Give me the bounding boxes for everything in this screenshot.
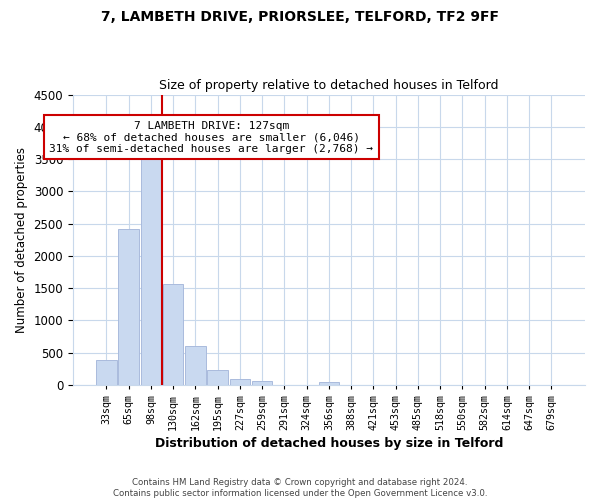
Title: Size of property relative to detached houses in Telford: Size of property relative to detached ho… [159,79,499,92]
Bar [208,370,228,385]
Bar [230,378,250,385]
Bar [185,346,206,385]
Bar [96,360,116,385]
Text: 7 LAMBETH DRIVE: 127sqm
← 68% of detached houses are smaller (6,046)
31% of semi: 7 LAMBETH DRIVE: 127sqm ← 68% of detache… [49,120,373,154]
Bar [140,152,161,385]
Text: 7, LAMBETH DRIVE, PRIORSLEE, TELFORD, TF2 9FF: 7, LAMBETH DRIVE, PRIORSLEE, TELFORD, TF… [101,10,499,24]
Text: Contains HM Land Registry data © Crown copyright and database right 2024.
Contai: Contains HM Land Registry data © Crown c… [113,478,487,498]
Y-axis label: Number of detached properties: Number of detached properties [15,147,28,333]
Bar [319,382,339,385]
X-axis label: Distribution of detached houses by size in Telford: Distribution of detached houses by size … [155,437,503,450]
Bar [118,229,139,385]
Bar [252,381,272,385]
Bar [163,284,184,385]
